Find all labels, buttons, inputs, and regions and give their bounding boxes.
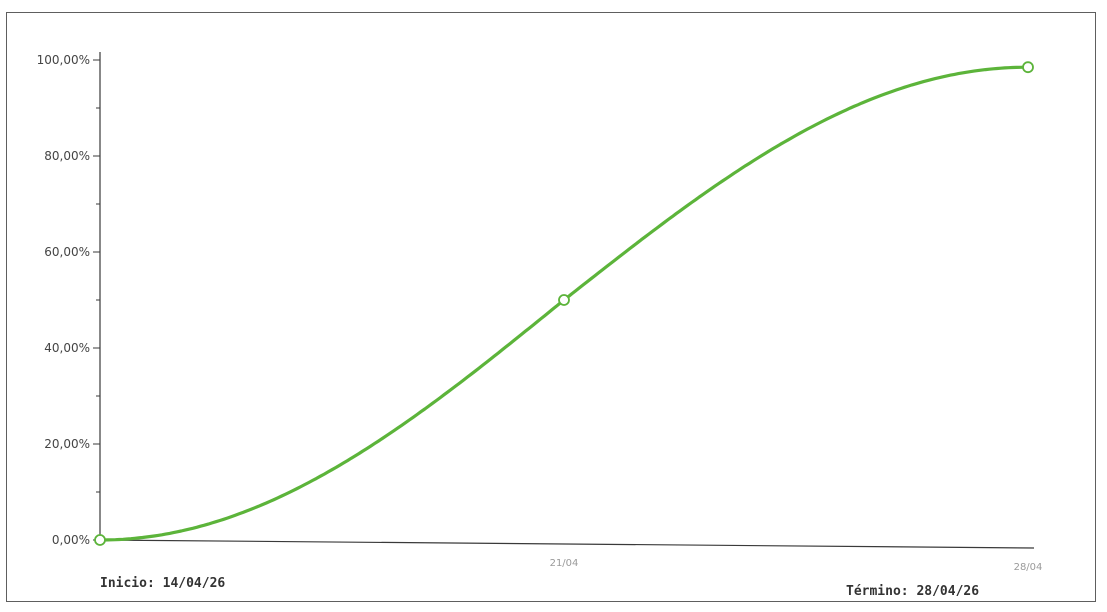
x-axis-ticks: 21/04 28/04 [550, 558, 1043, 573]
x-axis-line [99, 539, 1035, 549]
x-tick-label: 21/04 [550, 558, 579, 569]
chart-frame [6, 12, 1096, 602]
data-point-marker [558, 294, 570, 306]
y-tick-label: 20,00% [44, 437, 90, 451]
y-tick-label: 80,00% [44, 149, 90, 163]
data-point-marker [1022, 61, 1034, 74]
y-tick-label: 40,00% [44, 341, 90, 355]
data-point-marker [94, 534, 106, 546]
y-tick-label: 0,00% [52, 533, 90, 547]
y-axis-ticks: 0,00% 20,00% 40,00% 60,00% 80,00% 100,00% [37, 53, 100, 547]
series-markers [94, 61, 1034, 546]
end-date-label: Término: 28/04/26 [846, 584, 980, 599]
chart-axes [99, 52, 1035, 549]
start-date-label: Inicio: 14/04/26 [100, 576, 226, 591]
x-tick-label: 28/04 [1014, 562, 1043, 573]
y-tick-label: 100,00% [37, 53, 90, 67]
y-tick-label: 60,00% [44, 245, 90, 259]
